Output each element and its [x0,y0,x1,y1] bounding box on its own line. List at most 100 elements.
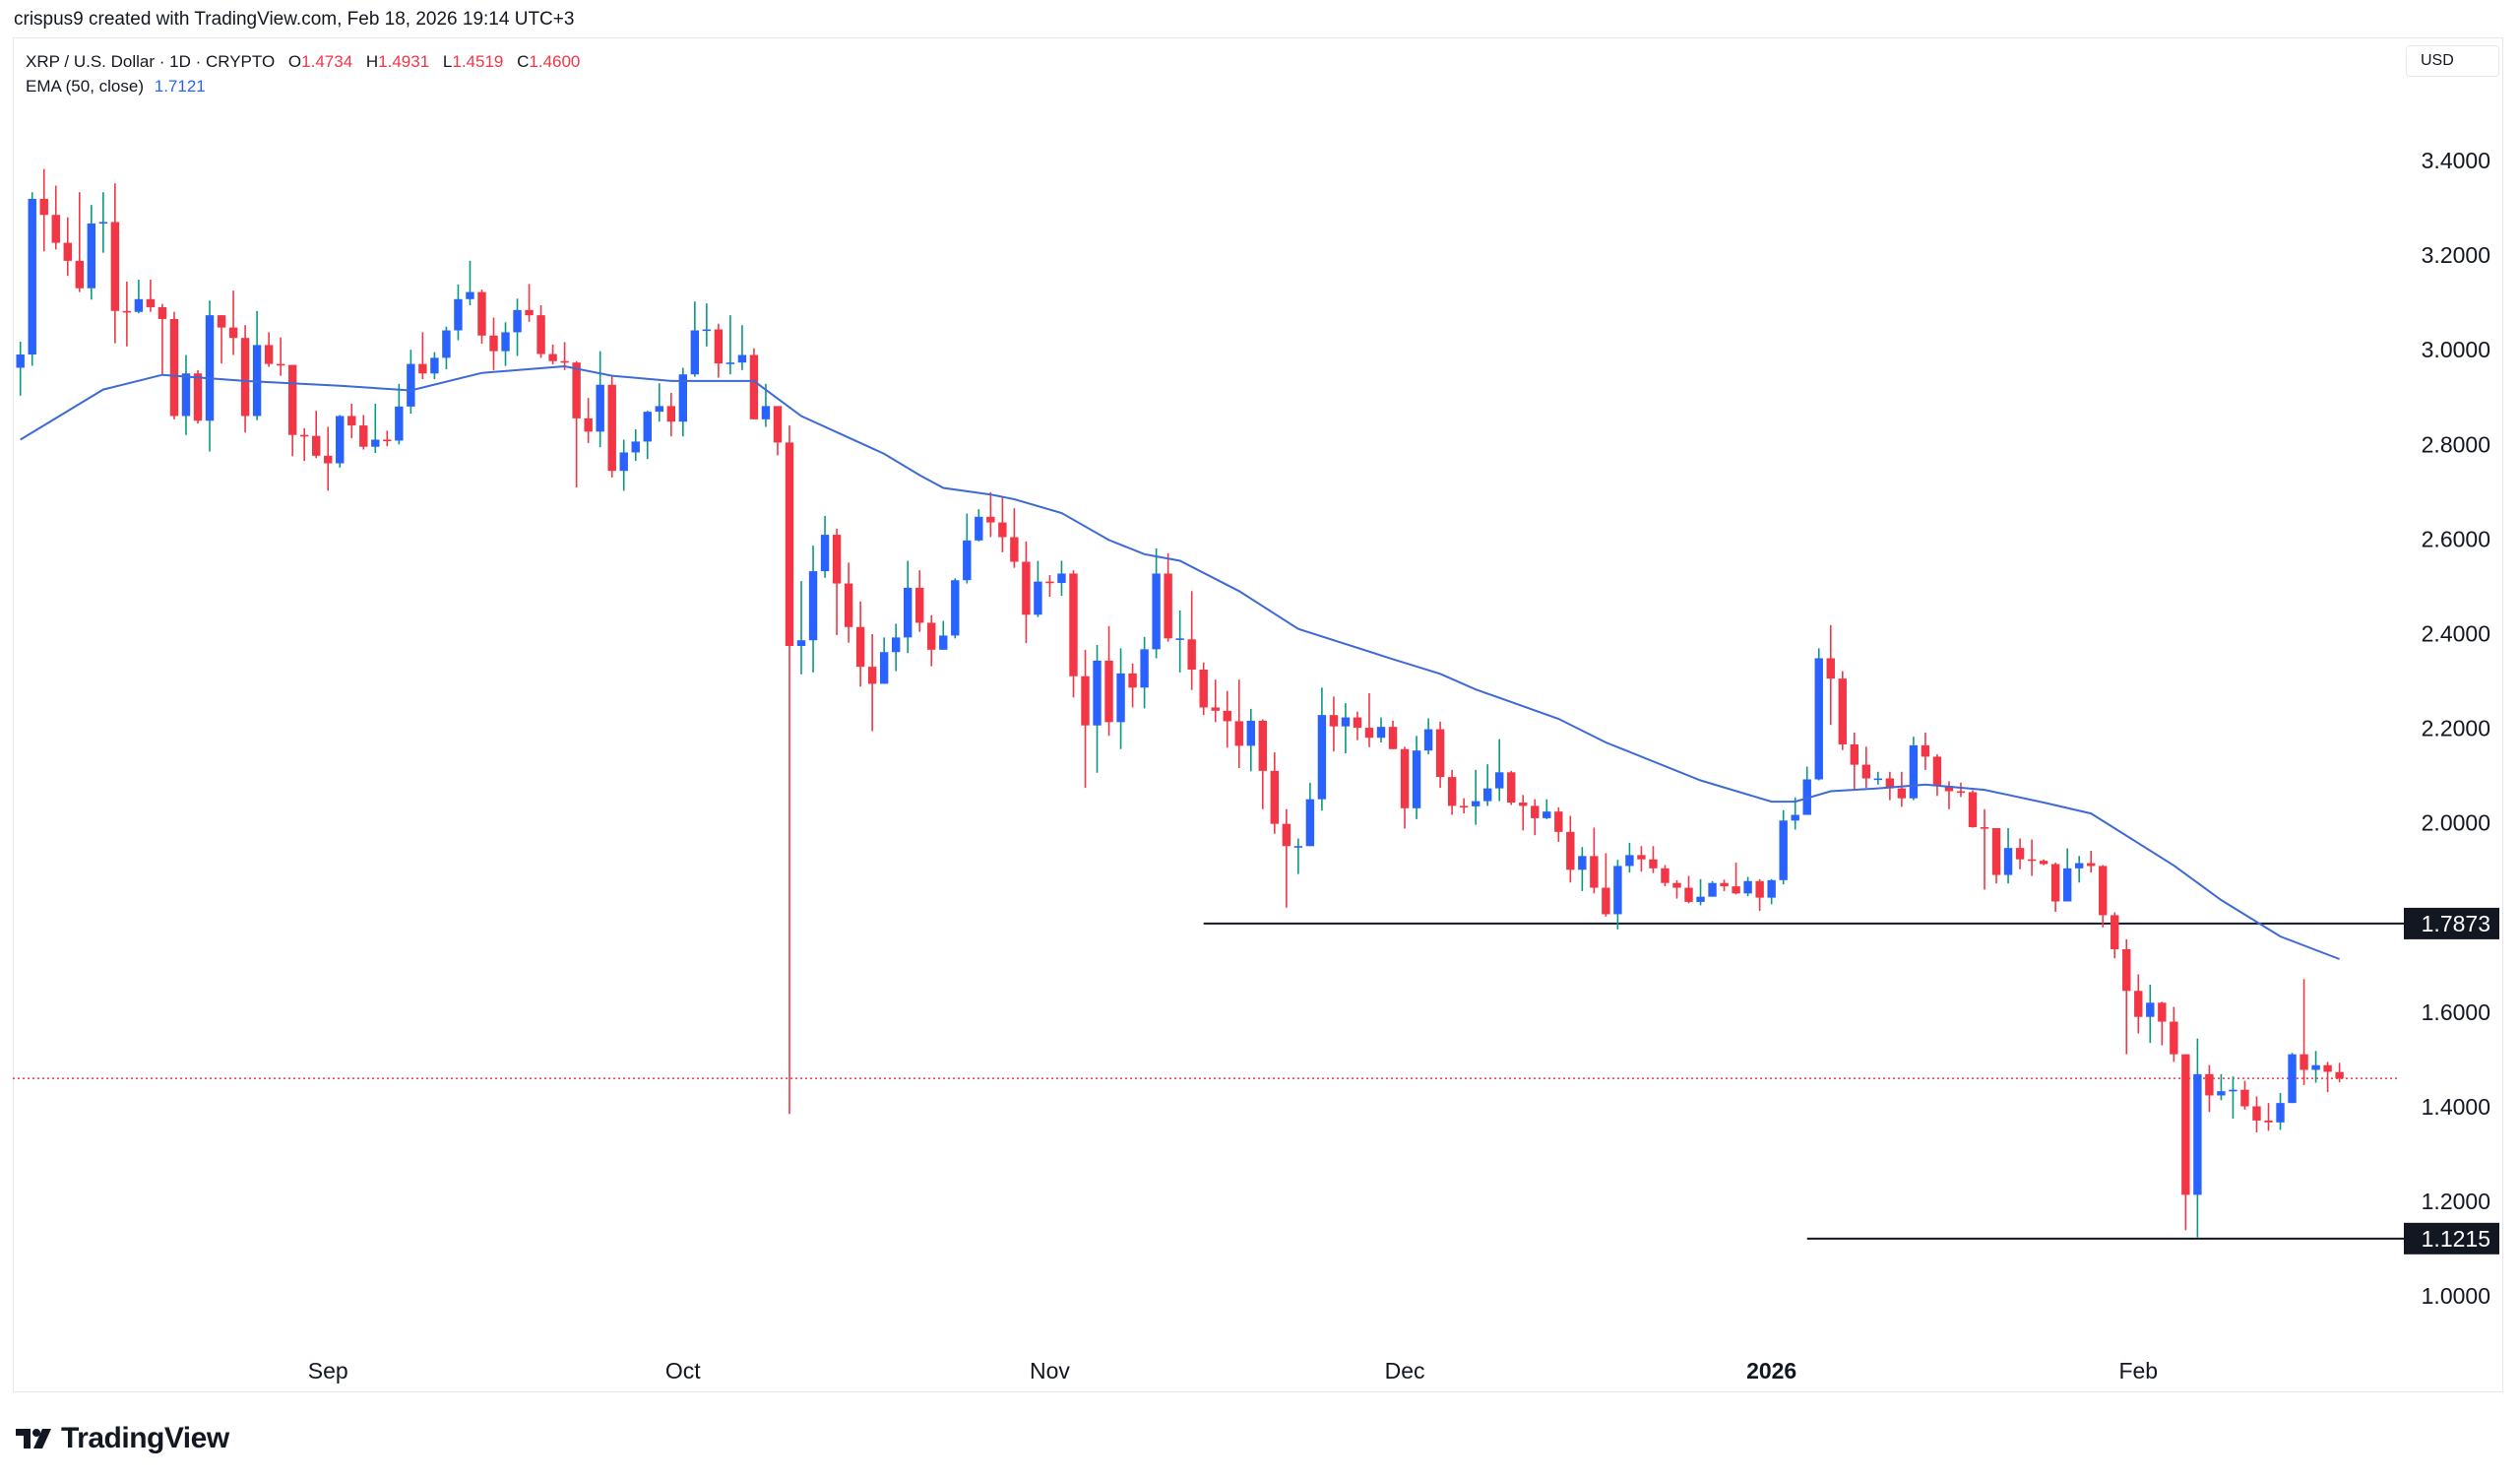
candle-body [607,384,616,472]
candle [1223,690,1231,748]
tradingview-logo[interactable]: TradingView [16,1422,229,1455]
candle-body [63,242,72,261]
candle-body [1507,772,1516,804]
candle [28,192,36,366]
ema-line-group [20,364,2340,960]
candle-body [1045,581,1054,584]
candle-body [1270,770,1280,824]
candle-body [891,637,901,653]
candle-body [347,416,356,426]
candle [702,303,712,347]
candle [2027,839,2037,876]
candle [1093,645,1102,773]
close-label: C [517,52,530,71]
candle-body [796,640,806,646]
candle-body [336,416,345,464]
time-axis[interactable]: Sep Oct Nov Dec 2026 Feb [308,1358,2158,1383]
candle [2087,851,2096,873]
candle [395,383,404,445]
candle-body [324,455,333,464]
price-tick-label: 2.6000 [2422,526,2490,551]
candle-body [1791,814,1799,821]
candle [2252,1096,2261,1132]
candle [548,344,557,365]
candle-body [820,535,830,572]
candle-body [690,330,700,375]
candle-body [1459,805,1469,808]
candle-body [666,406,675,422]
price-axis[interactable]: 3.4000 3.2000 3.0000 2.8000 2.6000 2.4000 2.20… [2404,148,2499,1309]
candle-body [915,587,924,623]
candle [276,337,285,376]
currency-button[interactable]: USD [2406,45,2499,77]
candle-body [1423,729,1433,751]
candle-body [1010,537,1019,562]
candle-body [1944,786,1954,792]
candle-body [761,406,771,419]
candle [2193,1038,2202,1238]
candle [1282,808,1292,908]
candle [927,614,936,667]
candle-body [87,223,96,289]
candle [773,406,783,456]
candle [1578,847,1587,891]
candle [678,367,688,437]
candle-body [454,298,463,331]
candle-body [110,222,120,311]
candle [75,192,84,292]
chart-panel[interactable] [13,37,2503,1392]
candle [1802,766,1811,815]
candle [1495,739,1504,802]
candle-body [1684,887,1693,902]
candle-body [1873,778,1883,781]
candle [1317,687,1327,811]
candle [737,325,747,370]
candle [2335,1062,2344,1083]
candle-body [383,439,392,442]
candle [466,260,474,306]
candle [1034,560,1042,617]
candle-body [1956,791,1966,794]
candle-body [122,310,132,313]
candle-body [2074,863,2084,869]
candle [1672,879,1681,899]
candle [513,298,522,356]
candle-body [39,198,48,216]
candle [2181,1054,2190,1231]
symbol-title[interactable]: XRP / U.S. Dollar · 1D · CRYPTO [26,52,276,71]
candle-body [181,373,191,417]
candle [181,354,191,435]
candle [2300,979,2308,1085]
candle [158,303,167,375]
candle [87,205,96,300]
candle-body [1104,660,1113,723]
candle [2134,974,2143,1034]
price-tick-label: 1.6000 [2422,999,2490,1025]
candle [1364,693,1374,747]
candle [855,601,865,687]
candle [2323,1062,2332,1093]
candle [2205,1064,2214,1113]
candle [1459,798,1469,814]
candle [51,185,60,250]
candle-body [678,374,688,422]
candle-body [1980,827,1989,829]
time-tick-label: 2026 [1746,1358,1796,1383]
candle [584,398,593,443]
high-label: H [365,52,379,71]
candle-body [867,667,877,684]
candle-body [2217,1091,2226,1096]
candle [1412,736,1421,819]
candle [489,317,498,370]
candle [1187,591,1196,690]
candle-body [1223,710,1231,722]
candle-body [1495,772,1504,789]
candle-body [2110,915,2119,949]
candle [2050,863,2060,913]
candle-body [1093,660,1102,726]
price-tick-label: 3.2000 [2422,242,2490,268]
candle-body [395,406,404,441]
candle-body [1199,670,1208,708]
ema-title[interactable]: EMA (50, close) [26,77,144,96]
